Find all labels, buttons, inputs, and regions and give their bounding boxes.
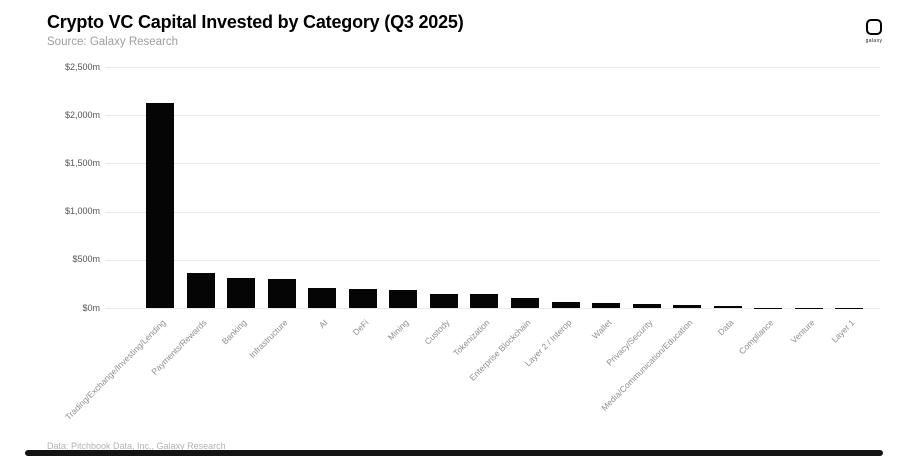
gridline	[105, 308, 880, 309]
bar-tokenization	[470, 294, 499, 308]
x-tick-label: Layer 1	[829, 317, 857, 345]
bar-mining	[389, 290, 418, 308]
bar-compliance	[754, 307, 783, 308]
page-title: Crypto VC Capital Invested by Category (…	[47, 12, 464, 32]
bar-custody	[429, 293, 458, 308]
x-tick-label: Venture	[788, 317, 817, 346]
bar-banking	[227, 277, 256, 308]
x-tick-label: Mining	[386, 317, 411, 343]
y-tick-label: $0m	[82, 302, 100, 313]
bar-layer-1	[835, 307, 864, 308]
x-tick-label: Banking	[219, 317, 249, 347]
horizontal-scrollbar[interactable]	[25, 450, 883, 456]
y-tick-label: $1,500m	[64, 157, 100, 168]
x-tick-label: DeFi	[350, 317, 371, 338]
bar-venture	[794, 307, 823, 308]
y-tick-label: $2,500m	[64, 61, 100, 72]
bar-infrastructure	[267, 279, 296, 308]
bar-layer-2-interop	[551, 302, 580, 308]
bar-chart-plot-area	[105, 67, 880, 309]
gridline	[105, 67, 880, 68]
galaxy-logo-icon	[866, 19, 882, 35]
gridline	[105, 259, 880, 261]
gridline	[105, 115, 880, 117]
galaxy-logo: galaxy	[862, 19, 886, 44]
x-tick-label: Custody	[422, 317, 452, 347]
y-tick-label: $500m	[72, 254, 100, 265]
bar-payments-rewards	[186, 273, 215, 308]
x-tick-label: Compliance	[736, 317, 776, 357]
y-tick-label: $2,000m	[64, 109, 100, 120]
y-tick-label: $1,000m	[64, 206, 100, 217]
gridline	[105, 211, 880, 213]
x-tick-label: AI	[316, 317, 330, 331]
bar-privacy-security	[632, 303, 661, 308]
data-credit: Data: Pitchbook Data, Inc., Galaxy Resea…	[47, 441, 226, 451]
bar-wallet	[592, 303, 621, 308]
bar-data	[713, 306, 742, 308]
bar-enterprise-blockchain	[510, 298, 539, 308]
x-tick-label: Data	[715, 317, 736, 338]
bar-ai	[308, 287, 337, 308]
bar-media-communication-education	[673, 305, 702, 308]
bar-trading-exchange-investing-lending	[146, 102, 174, 308]
chart-subtitle: Source: Galaxy Research	[47, 36, 179, 48]
x-tick-label: Infrastructure	[246, 317, 290, 360]
bar-defi	[348, 289, 377, 308]
galaxy-logo-label: galaxy	[865, 38, 883, 44]
x-tick-label: Wallet	[590, 317, 614, 342]
x-tick-label: Tokenization	[451, 317, 492, 358]
gridline	[105, 163, 880, 165]
